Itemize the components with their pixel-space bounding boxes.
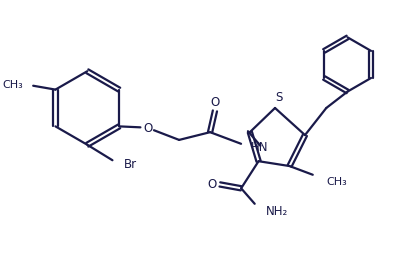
Text: HN: HN	[251, 141, 268, 154]
Text: CH₃: CH₃	[326, 177, 347, 186]
Text: O: O	[210, 96, 220, 109]
Text: O: O	[144, 122, 153, 135]
Text: O: O	[208, 178, 217, 191]
Text: NH₂: NH₂	[266, 205, 288, 218]
Text: Br: Br	[124, 158, 137, 170]
Text: CH₃: CH₃	[3, 80, 24, 90]
Text: S: S	[275, 91, 283, 104]
